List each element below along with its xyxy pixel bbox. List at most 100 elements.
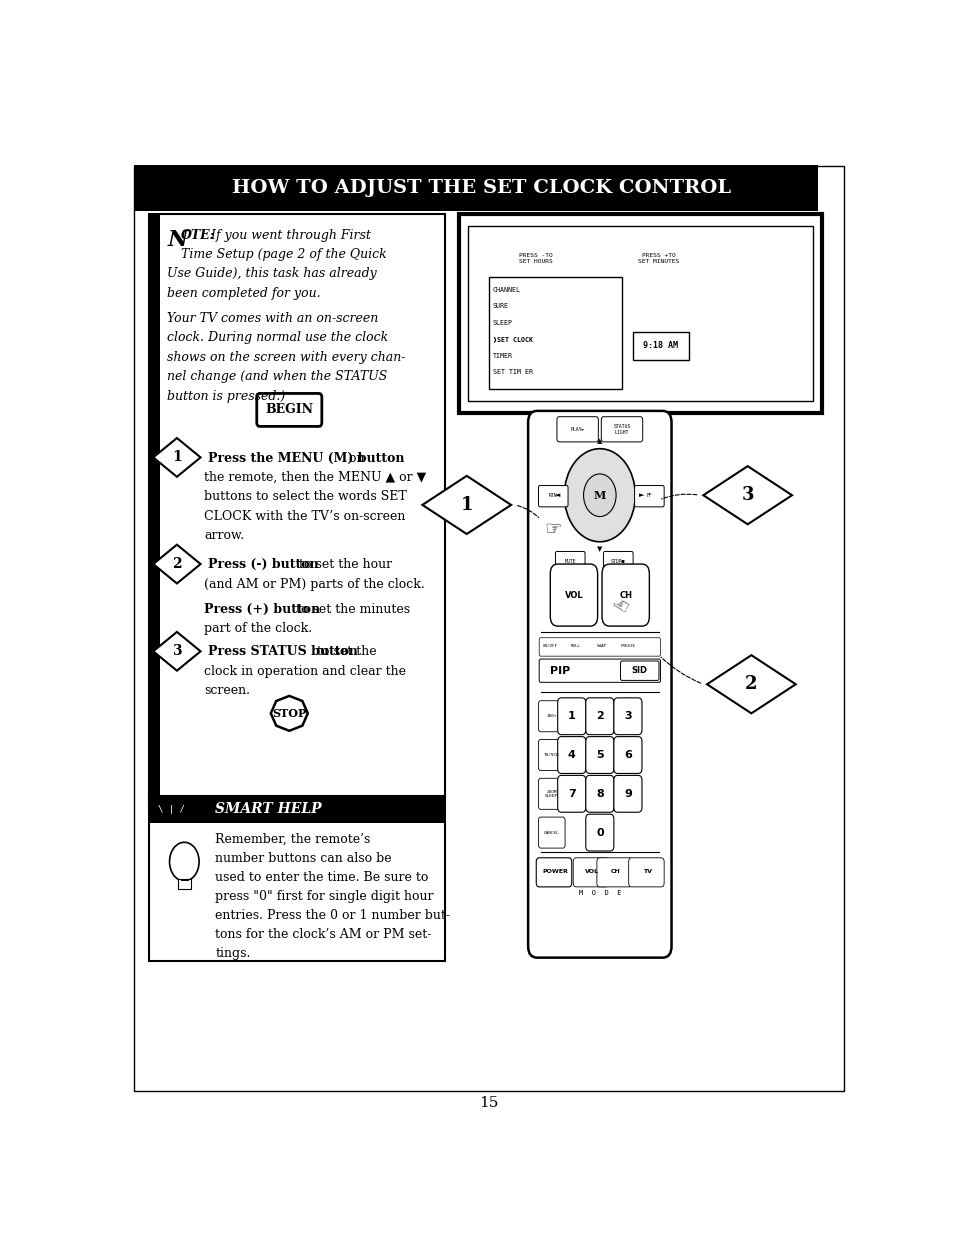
FancyBboxPatch shape — [537, 486, 567, 507]
FancyBboxPatch shape — [528, 410, 671, 958]
FancyBboxPatch shape — [601, 564, 649, 626]
Text: TV/VCR: TV/VCR — [543, 753, 559, 757]
FancyBboxPatch shape — [537, 817, 564, 849]
Text: 7: 7 — [567, 789, 575, 798]
Bar — [149, 214, 444, 801]
Text: VOL: VOL — [564, 590, 582, 599]
Text: PIP: PIP — [550, 666, 570, 676]
Text: Press STATUS button: Press STATUS button — [208, 646, 357, 658]
Text: to set the minutes: to set the minutes — [292, 603, 409, 616]
Polygon shape — [706, 655, 795, 714]
Text: 3: 3 — [740, 486, 753, 504]
Text: STOP■: STOP■ — [611, 559, 625, 564]
Text: CANCEL: CANCEL — [543, 831, 559, 835]
Text: 3: 3 — [172, 645, 181, 658]
FancyBboxPatch shape — [603, 551, 633, 573]
Text: used to enter the time. Be sure to: used to enter the time. Be sure to — [215, 870, 428, 884]
Text: 9: 9 — [623, 789, 631, 798]
Text: PRESS -TO
SET HOURS: PRESS -TO SET HOURS — [518, 253, 552, 263]
FancyBboxPatch shape — [557, 417, 598, 442]
Text: the remote, then the MENU ▲ or ▼: the remote, then the MENU ▲ or ▼ — [204, 471, 426, 483]
Text: CH: CH — [618, 590, 632, 599]
Text: to set the hour: to set the hour — [294, 558, 392, 572]
FancyBboxPatch shape — [537, 778, 564, 810]
FancyBboxPatch shape — [613, 776, 641, 812]
Text: \ | /: \ | / — [157, 805, 184, 813]
Text: tings.: tings. — [215, 947, 251, 959]
Text: arrow.: arrow. — [204, 529, 244, 543]
Text: Use Guide), this task has already: Use Guide), this task has already — [167, 267, 376, 281]
Bar — [133, 165, 817, 212]
Bar — [149, 796, 444, 961]
FancyBboxPatch shape — [536, 857, 571, 886]
FancyBboxPatch shape — [585, 697, 613, 735]
FancyBboxPatch shape — [634, 486, 663, 507]
Bar — [177, 879, 191, 889]
Bar — [135, 169, 149, 209]
Text: Remember, the remote’s: Remember, the remote’s — [215, 832, 371, 846]
Text: 3: 3 — [623, 711, 631, 721]
FancyBboxPatch shape — [558, 776, 585, 812]
FancyBboxPatch shape — [256, 393, 321, 427]
Text: If you went through First: If you went through First — [207, 229, 371, 242]
Text: 1: 1 — [567, 711, 575, 721]
Text: ▼: ▼ — [597, 546, 602, 553]
Text: SID: SID — [631, 666, 647, 675]
Bar — [149, 214, 160, 801]
Bar — [468, 225, 812, 402]
Polygon shape — [702, 466, 791, 524]
Text: TV: TV — [642, 869, 652, 874]
Text: SURE: SURE — [492, 303, 508, 310]
Text: part of the clock.: part of the clock. — [204, 622, 312, 636]
Text: VOL: VOL — [585, 869, 598, 874]
Polygon shape — [153, 545, 200, 583]
Text: screen.: screen. — [204, 684, 250, 697]
Text: Press (+) button: Press (+) button — [204, 603, 320, 616]
Text: ON/OFF: ON/OFF — [542, 645, 558, 648]
Text: 2: 2 — [596, 711, 603, 721]
Text: OTE:: OTE: — [180, 229, 214, 242]
Text: PRESS +TO
SET MINUTES: PRESS +TO SET MINUTES — [638, 253, 679, 263]
FancyBboxPatch shape — [558, 697, 585, 735]
FancyBboxPatch shape — [597, 857, 632, 886]
Text: 8: 8 — [596, 789, 603, 798]
Text: 4: 4 — [567, 750, 575, 760]
Text: 100+: 100+ — [546, 714, 557, 718]
Text: shows on the screen with every chan-: shows on the screen with every chan- — [167, 351, 405, 364]
Text: M  O  D  E: M O D E — [578, 890, 620, 895]
FancyBboxPatch shape — [613, 697, 641, 735]
Text: STATUS
LIGHT: STATUS LIGHT — [613, 424, 630, 434]
FancyBboxPatch shape — [550, 564, 597, 626]
Circle shape — [564, 448, 635, 541]
FancyBboxPatch shape — [585, 776, 613, 812]
Text: 5: 5 — [596, 750, 603, 760]
Text: Your TV comes with an on-screen: Your TV comes with an on-screen — [167, 312, 378, 325]
Text: buttons to select the words SET: buttons to select the words SET — [204, 491, 407, 504]
FancyBboxPatch shape — [573, 857, 608, 886]
Text: POWER: POWER — [542, 869, 568, 874]
Text: BEGIN: BEGIN — [265, 403, 313, 417]
Text: 9:18 AM: 9:18 AM — [642, 341, 678, 350]
Text: CHANNEL: CHANNEL — [492, 287, 520, 293]
Text: on: on — [344, 452, 364, 465]
Text: SWAP: SWAP — [597, 645, 606, 648]
Text: N: N — [167, 229, 188, 251]
Bar — [459, 214, 821, 413]
Text: PLAY►: PLAY► — [570, 427, 584, 432]
Text: 2: 2 — [172, 556, 181, 572]
Bar — [633, 332, 688, 360]
Text: ROLL: ROLL — [571, 645, 580, 648]
Text: CH: CH — [611, 869, 620, 874]
Polygon shape — [153, 632, 200, 671]
Text: 6: 6 — [623, 750, 631, 760]
Text: Press the MENU (M) button: Press the MENU (M) button — [208, 452, 404, 465]
Text: Press (-) button: Press (-) button — [208, 558, 318, 572]
Text: SET TIM ER: SET TIM ER — [492, 369, 532, 375]
Text: 1: 1 — [460, 496, 473, 514]
Text: HOW TO ADJUST THE SET CLOCK CONTROL: HOW TO ADJUST THE SET CLOCK CONTROL — [232, 179, 730, 196]
Polygon shape — [422, 476, 511, 534]
FancyBboxPatch shape — [628, 857, 663, 886]
Text: ◄: ◄ — [555, 492, 560, 499]
Text: ☞: ☞ — [606, 589, 631, 614]
Text: 1: 1 — [172, 451, 182, 465]
